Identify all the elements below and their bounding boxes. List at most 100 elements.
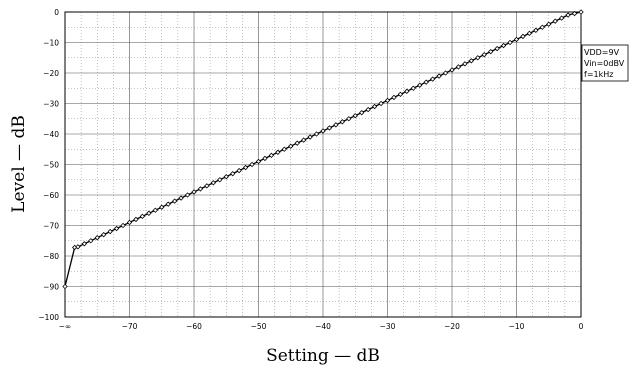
data-point-marker xyxy=(262,155,268,162)
y-tick-label: −100 xyxy=(38,313,59,322)
data-point-marker xyxy=(526,30,533,37)
data-point-marker xyxy=(404,88,410,94)
y-tick-label: −40 xyxy=(43,130,59,139)
data-point-marker xyxy=(539,24,545,30)
axis-ticks: −∞ −70 −60 −50 −40 −30 −20 −10 00−10−20−30−40−50… xyxy=(38,8,583,331)
data-point-marker xyxy=(255,158,262,165)
data-point-marker xyxy=(268,152,275,159)
data-point-marker xyxy=(159,204,165,210)
y-tick-label: −20 xyxy=(43,69,59,78)
data-point-marker xyxy=(197,186,204,192)
data-point-marker xyxy=(352,113,358,119)
data-point-marker xyxy=(552,18,558,24)
data-point-marker xyxy=(288,143,294,149)
data-point-marker xyxy=(449,67,455,73)
data-point-marker xyxy=(494,45,500,52)
data-point-marker xyxy=(455,64,462,70)
condition-vdd: VDD=9V xyxy=(584,48,620,57)
data-point-marker xyxy=(184,192,191,198)
y-tick-label: −80 xyxy=(43,252,59,261)
data-point-marker xyxy=(320,128,326,134)
data-point-marker xyxy=(423,79,429,85)
data-point-marker xyxy=(307,134,313,140)
series xyxy=(62,9,584,290)
data-point-marker xyxy=(217,177,223,183)
data-point-marker xyxy=(120,222,126,229)
data-point-marker xyxy=(275,149,281,155)
x-tick-label: −∞ xyxy=(59,322,72,331)
data-point-marker xyxy=(113,225,120,232)
data-point-marker xyxy=(152,207,158,213)
data-point-marker xyxy=(429,76,436,82)
condition-vin: Vin=0dBV xyxy=(584,59,625,68)
data-point-marker xyxy=(565,12,571,18)
data-point-marker xyxy=(133,216,139,223)
data-point-marker xyxy=(507,39,513,46)
data-point-marker xyxy=(333,122,339,128)
x-tick-label: −70 xyxy=(122,322,138,331)
grid xyxy=(65,12,581,317)
data-point-marker xyxy=(397,91,404,98)
x-tick-label: −60 xyxy=(186,322,202,331)
data-point-marker xyxy=(107,228,113,235)
data-point-marker xyxy=(417,82,423,88)
x-tick-label: −40 xyxy=(315,322,331,331)
data-point-marker xyxy=(326,125,333,131)
y-tick-label: −50 xyxy=(43,161,59,170)
data-point-marker xyxy=(533,27,539,33)
data-point-marker xyxy=(230,170,236,177)
data-point-marker xyxy=(313,131,320,137)
data-point-marker xyxy=(146,210,152,216)
conditions-box-frame xyxy=(581,44,629,82)
data-point-marker xyxy=(223,174,229,180)
x-tick-label: −30 xyxy=(380,322,396,331)
data-point-marker xyxy=(442,70,449,76)
data-point-marker xyxy=(346,116,352,122)
data-point-marker xyxy=(513,36,520,43)
data-point-marker xyxy=(500,42,507,49)
data-point-marker xyxy=(210,180,217,186)
data-point-marker xyxy=(126,219,133,226)
data-point-marker xyxy=(468,58,475,64)
y-tick-label: −70 xyxy=(43,222,59,231)
y-tick-label: 0 xyxy=(54,8,59,17)
condition-freq: f=1kHz xyxy=(584,70,613,79)
data-point-marker xyxy=(391,94,397,101)
data-point-marker xyxy=(462,61,468,67)
conditions-box: VDD=9V Vin=0dBV f=1kHz xyxy=(581,44,629,82)
data-point-marker xyxy=(378,100,384,107)
data-point-marker xyxy=(81,241,88,247)
y-axis-title: Level — dB xyxy=(9,115,29,213)
data-point-marker xyxy=(94,235,100,241)
data-point-marker xyxy=(300,137,307,143)
y-tick-label: −10 xyxy=(43,39,59,48)
data-point-marker xyxy=(242,164,249,171)
data-point-marker xyxy=(410,85,416,91)
data-point-marker xyxy=(88,238,94,244)
data-point-marker xyxy=(558,15,565,21)
data-point-marker xyxy=(436,73,442,79)
x-tick-label: −10 xyxy=(509,322,525,331)
data-point-marker xyxy=(488,48,494,55)
data-point-marker xyxy=(339,119,346,125)
data-point-marker xyxy=(62,283,68,290)
data-point-marker xyxy=(75,244,81,250)
data-point-marker xyxy=(481,52,487,58)
x-axis-title: Setting — dB xyxy=(266,346,380,366)
x-tick-label: −50 xyxy=(251,322,267,331)
x-tick-label: −20 xyxy=(444,322,460,331)
data-point-marker xyxy=(191,189,197,195)
data-point-marker xyxy=(546,21,552,27)
data-point-marker xyxy=(475,55,481,61)
x-tick-label: 0 xyxy=(579,322,584,331)
data-point-marker xyxy=(249,161,255,168)
data-point-marker xyxy=(371,103,378,110)
y-tick-label: −60 xyxy=(43,191,59,200)
data-point-marker xyxy=(578,9,584,15)
data-point-marker xyxy=(204,183,210,189)
data-point-marker xyxy=(384,97,391,104)
data-point-marker xyxy=(294,140,300,146)
data-point-marker xyxy=(171,198,178,204)
plot-frame xyxy=(64,11,582,318)
